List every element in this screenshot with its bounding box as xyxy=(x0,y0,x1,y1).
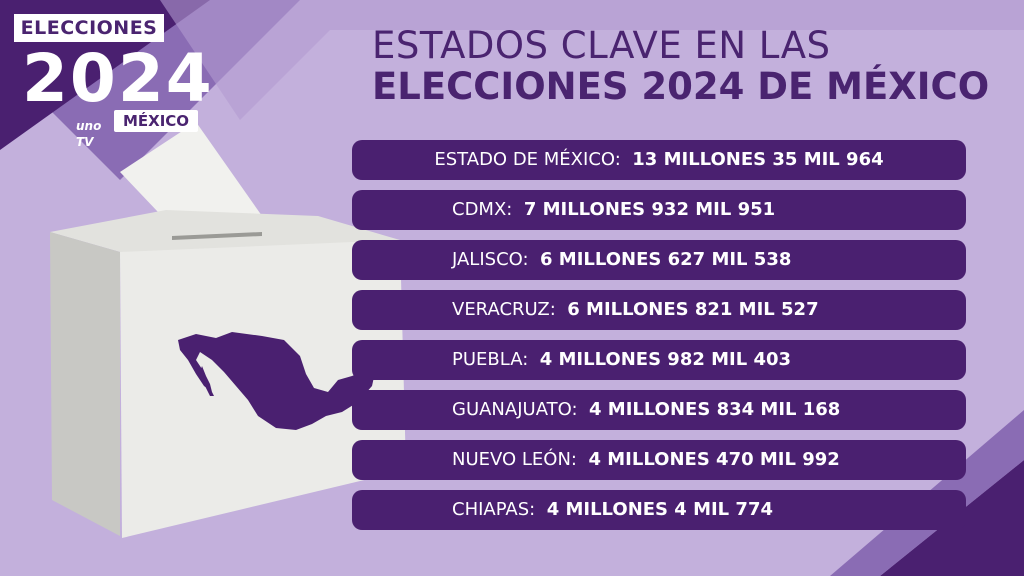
state-name: CDMX: xyxy=(452,199,513,220)
ballot-box-left xyxy=(50,232,120,536)
bg-diagonal-band-light xyxy=(160,0,1024,120)
state-name: GUANAJUATO: xyxy=(452,399,578,420)
state-name: ESTADO DE MÉXICO: xyxy=(434,149,621,170)
list-item: GUANAJUATO: 4 MILLONES 834 MIL 168 xyxy=(352,390,966,430)
logo-country-label: MÉXICO xyxy=(114,110,198,132)
list-item: PUEBLA: 4 MILLONES 982 MIL 403 xyxy=(352,340,966,380)
ballot-box-slot xyxy=(172,232,262,240)
list-item: ESTADO DE MÉXICO: 13 MILLONES 35 MIL 964 xyxy=(352,140,966,180)
state-voters: 4 MILLONES 4 MIL 774 xyxy=(546,499,773,520)
logo-brand: uno TV xyxy=(76,119,102,149)
state-voters: 7 MILLONES 932 MIL 951 xyxy=(523,199,776,220)
state-name: NUEVO LEÓN: xyxy=(452,449,577,470)
state-voters: 4 MILLONES 982 MIL 403 xyxy=(539,349,792,370)
state-name: CHIAPAS: xyxy=(452,499,536,520)
state-voters: 6 MILLONES 627 MIL 538 xyxy=(540,249,792,270)
state-voters: 13 MILLONES 35 MIL 964 xyxy=(632,149,884,170)
title-line-2: ELECCIONES 2024 DE MÉXICO xyxy=(372,65,990,108)
page-title: ESTADOS CLAVE EN LAS ELECCIONES 2024 DE … xyxy=(372,26,992,108)
list-item: JALISCO: 6 MILLONES 627 MIL 538 xyxy=(352,240,966,280)
logo-year: 2024 xyxy=(22,40,214,117)
list-item: CHIAPAS: 4 MILLONES 4 MIL 774 xyxy=(352,490,966,530)
state-name: VERACRUZ: xyxy=(452,299,556,320)
logo-elecciones-label: ELECCIONES xyxy=(14,14,164,42)
list-item: CDMX: 7 MILLONES 932 MIL 951 xyxy=(352,190,966,230)
state-name: JALISCO: xyxy=(452,249,529,270)
state-voters: 6 MILLONES 821 MIL 527 xyxy=(567,299,819,320)
mexico-map-icon xyxy=(178,332,376,430)
states-list: ESTADO DE MÉXICO: 13 MILLONES 35 MIL 964… xyxy=(352,140,966,540)
elecciones-logo: ELECCIONES 2024 uno TV MÉXICO xyxy=(14,14,212,149)
title-line-1: ESTADOS CLAVE EN LAS xyxy=(372,24,831,67)
state-voters: 4 MILLONES 834 MIL 168 xyxy=(588,399,841,420)
state-name: PUEBLA: xyxy=(452,349,529,370)
state-voters: 4 MILLONES 470 MIL 992 xyxy=(588,449,840,470)
list-item: NUEVO LEÓN: 4 MILLONES 470 MIL 992 xyxy=(352,440,966,480)
list-item: VERACRUZ: 6 MILLONES 821 MIL 527 xyxy=(352,290,966,330)
